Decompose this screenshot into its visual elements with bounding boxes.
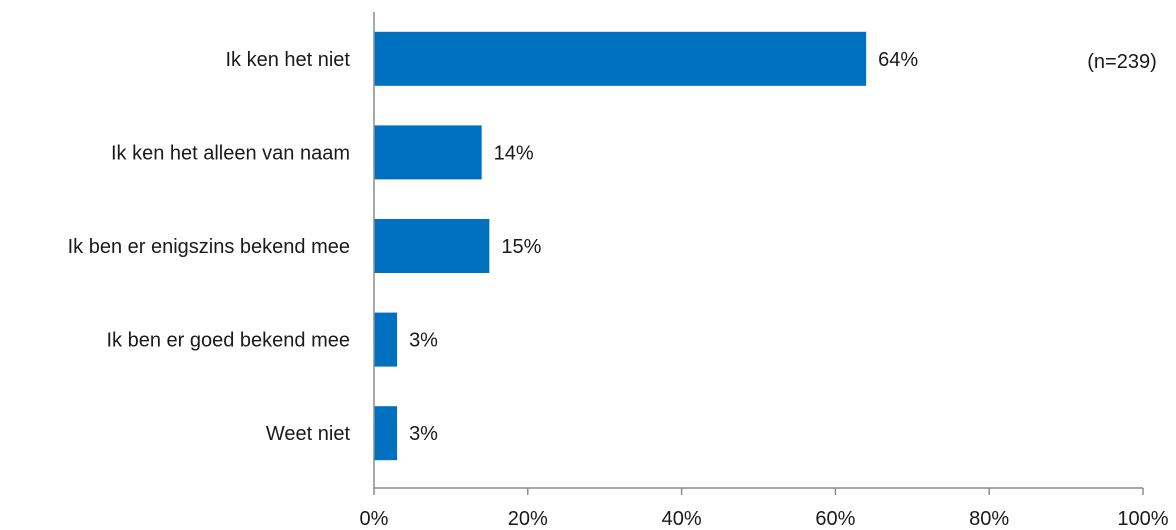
- bar: [374, 219, 490, 273]
- category-label: Weet niet: [266, 423, 351, 445]
- x-tick-label: 60%: [815, 508, 855, 530]
- category-label: Ik ben er goed bekend mee: [106, 330, 350, 352]
- value-label: 64%: [878, 49, 918, 71]
- sample-size-annotation: (n=239): [1087, 51, 1157, 73]
- x-tick-label: 80%: [969, 508, 1009, 530]
- bar: [374, 125, 482, 180]
- category-label: Ik ben er enigszins bekend mee: [68, 236, 350, 258]
- category-label: Ik ken het alleen van naam: [111, 142, 350, 164]
- bar: [374, 312, 398, 367]
- value-label: 3%: [409, 330, 438, 352]
- x-tick-label: 100%: [1117, 508, 1168, 530]
- value-label: 14%: [494, 142, 534, 164]
- bar: [374, 31, 867, 86]
- axes-group: [373, 12, 1144, 495]
- bar: [374, 406, 398, 461]
- x-tick-labels-group: 0% 20% 40% 60% 80% 100%: [360, 508, 1169, 530]
- x-tick-label: 0%: [360, 508, 389, 530]
- value-label: 3%: [409, 423, 438, 445]
- category-label: Ik ken het niet: [225, 49, 350, 71]
- category-labels-group: Ik ken het niet Ik ken het alleen van naa…: [68, 49, 351, 445]
- x-tick-label: 20%: [508, 508, 548, 530]
- value-labels-group: 64% 14% 15% 3% 3%: [409, 49, 918, 445]
- bars-group: [374, 31, 867, 461]
- x-tick-label: 40%: [662, 508, 702, 530]
- value-label: 15%: [501, 236, 541, 258]
